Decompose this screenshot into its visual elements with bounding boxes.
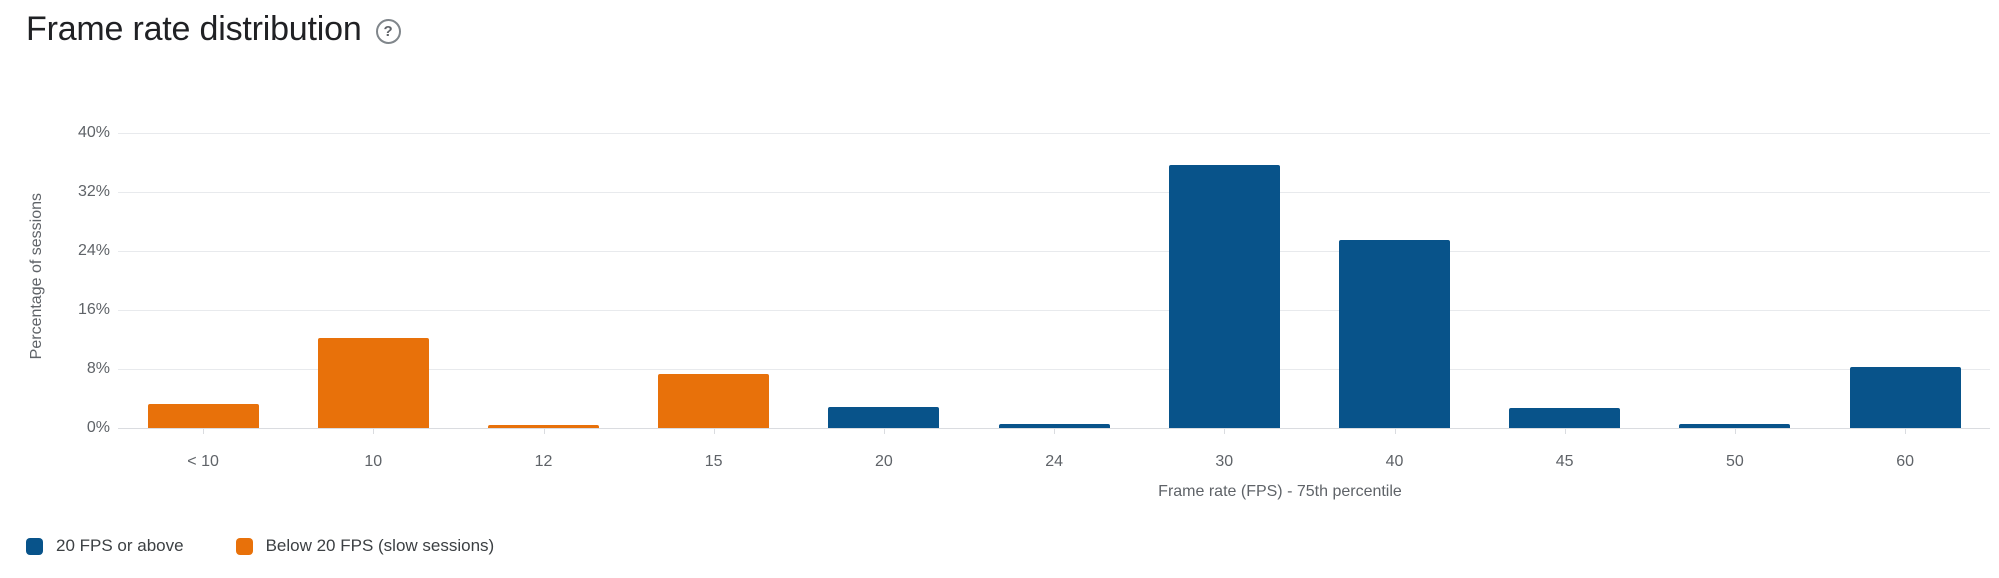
y-tick-label: 32% (77, 183, 110, 200)
legend-label: Below 20 FPS (slow sessions) (265, 536, 495, 555)
bar-40[interactable] (1339, 240, 1450, 428)
x-axis-title: Frame rate (FPS) - 75th percentile (1158, 483, 1402, 500)
gridline-0% (118, 428, 1990, 429)
card-header: Frame rate distribution ? (26, 10, 401, 49)
x-tick-mark (1224, 429, 1226, 434)
x-tick-mark (1905, 429, 1907, 434)
bar-30[interactable] (1168, 165, 1280, 428)
x-tick-label: 24 (1045, 453, 1063, 470)
x-tick-label: 10 (364, 453, 383, 470)
x-tick-label: 15 (704, 453, 723, 470)
y-tick-label: 8% (86, 360, 110, 377)
bar-24[interactable] (998, 424, 1110, 428)
y-tick-label: 16% (77, 301, 110, 318)
x-tick-label: 60 (1896, 453, 1914, 470)
x-tick-mark (713, 429, 715, 434)
x-tick-label: < 10 (187, 453, 219, 470)
bar-12[interactable] (488, 425, 599, 428)
x-tick-mark (373, 429, 375, 434)
y-tick-label: 40% (77, 124, 110, 141)
bar-45[interactable] (1509, 408, 1621, 428)
x-tick-label: 20 (874, 453, 893, 470)
x-tick-mark (1734, 429, 1736, 434)
bar-20[interactable] (828, 407, 940, 428)
x-tick-mark (543, 429, 545, 434)
gridline-16% (118, 310, 1990, 311)
y-tick-label: 0% (86, 419, 110, 436)
gridline-32% (118, 192, 1990, 193)
x-tick-label: 50 (1725, 453, 1744, 470)
bar-10[interactable] (317, 338, 429, 428)
legend: 20 FPS or above Below 20 FPS (slow sessi… (26, 536, 494, 556)
legend-swatch-blue (26, 537, 43, 555)
legend-item-below: Below 20 FPS (slow sessions) (235, 536, 495, 556)
bar-50[interactable] (1679, 424, 1791, 428)
x-tick-mark (883, 429, 885, 434)
legend-swatch-orange (235, 537, 253, 555)
x-tick-label: 45 (1555, 453, 1574, 470)
x-tick-label: 12 (534, 453, 553, 470)
gridline-24% (118, 251, 1990, 252)
bar-60[interactable] (1849, 367, 1961, 428)
y-axis-title-text: Percentage of sessions (28, 193, 45, 360)
gridline-40% (118, 133, 1990, 134)
x-tick-label: 30 (1215, 453, 1234, 470)
x-tick-mark (1394, 429, 1396, 434)
x-tick-mark (1054, 429, 1056, 434)
bar-15[interactable] (658, 374, 770, 428)
legend-item-above: 20 FPS or above (26, 536, 184, 556)
y-tick-label: 24% (77, 242, 110, 259)
y-axis-title: Percentage of sessions (28, 125, 46, 428)
x-tick-label: 40 (1385, 453, 1404, 470)
help-icon[interactable]: ? (375, 19, 401, 44)
gridline-8% (118, 369, 1990, 370)
x-tick-mark (203, 429, 205, 434)
bar-<10[interactable] (147, 404, 259, 428)
x-tick-mark (1564, 429, 1566, 434)
page-title: Frame rate distribution (26, 10, 362, 48)
legend-label: 20 FPS or above (56, 536, 184, 555)
